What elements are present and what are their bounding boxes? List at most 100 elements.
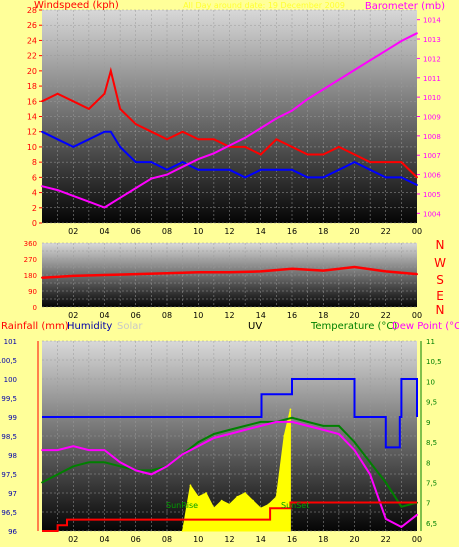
barometer-point: [119, 196, 122, 199]
wind-x-tick-label: 18: [318, 227, 328, 236]
barometer-tick-label: 1013: [423, 36, 441, 44]
dewpoint-point: [150, 473, 153, 476]
climate-x-tick-label: 20: [349, 535, 359, 543]
direction-axes: 0 90 180 270 360 02 04 06 08 10 12 14 16 18 20 22 00: [24, 240, 422, 320]
direction-point: [228, 271, 231, 274]
climate-x-tick-label: 14: [256, 535, 266, 543]
uv-axis-label: UV: [248, 321, 262, 332]
dewpoint-point: [181, 453, 184, 456]
wind-x-tick-label: 14: [256, 227, 266, 236]
barometer-tick-label: 1009: [423, 114, 441, 122]
gust-point: [369, 161, 372, 164]
wind-axes: 0246810121416182022242628100410051006100…: [27, 6, 442, 236]
barometer-point: [291, 109, 293, 112]
climate-x-tick-label: 08: [162, 535, 172, 543]
climate-x-tick-label: 06: [131, 535, 141, 543]
wind-series: [41, 32, 418, 209]
temperature-tick-label: 9,5: [426, 399, 437, 407]
direction-x-tick-label: 04: [99, 311, 109, 320]
dewpoint-point: [369, 473, 372, 476]
barometer-axis-label: Barometer (mb): [365, 1, 445, 12]
avg-point: [337, 168, 340, 171]
wind-x-tick-label: 12: [224, 227, 234, 236]
temperature-point: [119, 465, 122, 468]
direction-x-tick-label: 08: [162, 311, 172, 320]
avg-point: [109, 130, 112, 133]
avg-point: [228, 168, 231, 171]
dewpoint-point: [291, 420, 293, 423]
direction-point: [259, 270, 262, 273]
direction-tick-label: 90: [28, 288, 37, 296]
barometer-point: [212, 152, 215, 155]
avg-point: [353, 161, 356, 164]
humidity-tick-label: 100: [4, 376, 17, 384]
barometer-point: [322, 88, 325, 91]
gust-point: [166, 138, 168, 141]
solar-point: [197, 495, 200, 498]
humidity-tick-label: 96,5: [1, 509, 17, 517]
gust-point: [275, 138, 278, 141]
barometer-point: [134, 187, 137, 190]
temperature-point: [228, 429, 231, 431]
barometer-tick-label: 1004: [423, 210, 441, 218]
temperature-tick-label: 9: [426, 419, 430, 427]
gust-point: [400, 161, 403, 164]
solar-point: [228, 503, 231, 506]
temperature-tick-label: 11: [426, 338, 435, 346]
avg-point: [400, 176, 403, 179]
temperature-point: [244, 424, 247, 427]
humidity-tick-label: 98: [8, 452, 17, 460]
windspeed-tick-label: 12: [27, 128, 37, 137]
direction-point: [41, 276, 43, 279]
barometer-point: [87, 200, 90, 203]
barometer-point: [416, 32, 418, 35]
climate-x-tick-label: 12: [224, 535, 234, 543]
barometer-point: [150, 177, 153, 180]
temperature-point: [400, 505, 403, 508]
avg-point: [384, 176, 387, 179]
temperature-tick-label: 7: [426, 500, 430, 508]
direction-tick-label: 360: [24, 240, 37, 248]
direction-x-tick-label: 00: [412, 311, 422, 320]
direction-point: [197, 271, 200, 274]
direction-x-tick-label: 02: [68, 311, 78, 320]
barometer-point: [275, 117, 278, 120]
direction-point: [416, 273, 418, 276]
temperature-point: [259, 420, 262, 423]
climate-axes: 9696,59797,59898,59999,5100100,51016,577…: [0, 338, 442, 544]
gust-point: [259, 153, 262, 156]
barometer-point: [384, 49, 387, 52]
gust-point: [134, 123, 137, 126]
windspeed-tick-label: 0: [32, 219, 37, 228]
windspeed-tick-label: 16: [27, 97, 37, 106]
climate-x-tick-label: 16: [287, 535, 297, 543]
dewpoint-point: [41, 449, 43, 452]
barometer-point: [353, 69, 356, 71]
dewpoint-point: [197, 445, 200, 448]
humidity-tick-label: 98,5: [1, 433, 17, 441]
direction-x-tick-label: 06: [131, 311, 141, 320]
dewpoint-point: [353, 449, 356, 452]
barometer-tick-label: 1011: [423, 75, 441, 83]
avg-point: [212, 168, 215, 171]
direction-series: [41, 265, 418, 279]
solar-point: [244, 492, 247, 494]
windspeed-tick-label: 18: [27, 82, 37, 91]
barometer-point: [41, 185, 43, 188]
climate-x-tick-label: 04: [99, 535, 109, 543]
temperature-point: [212, 433, 215, 435]
wind-x-tick-label: 16: [287, 227, 297, 236]
windspeed-axis-label: Windspeed (kph): [34, 0, 119, 11]
barometer-point: [228, 144, 231, 147]
dewpoint-point: [384, 517, 387, 520]
temperature-point: [369, 461, 372, 464]
temperature-tick-label: 6,5: [426, 520, 437, 528]
dewpoint-point: [87, 449, 90, 452]
avg-point: [166, 168, 168, 171]
temperature-point: [56, 473, 59, 476]
barometer-point: [244, 136, 247, 139]
direction-point: [322, 269, 325, 272]
gust-point: [244, 146, 247, 148]
avg-point: [416, 184, 418, 186]
